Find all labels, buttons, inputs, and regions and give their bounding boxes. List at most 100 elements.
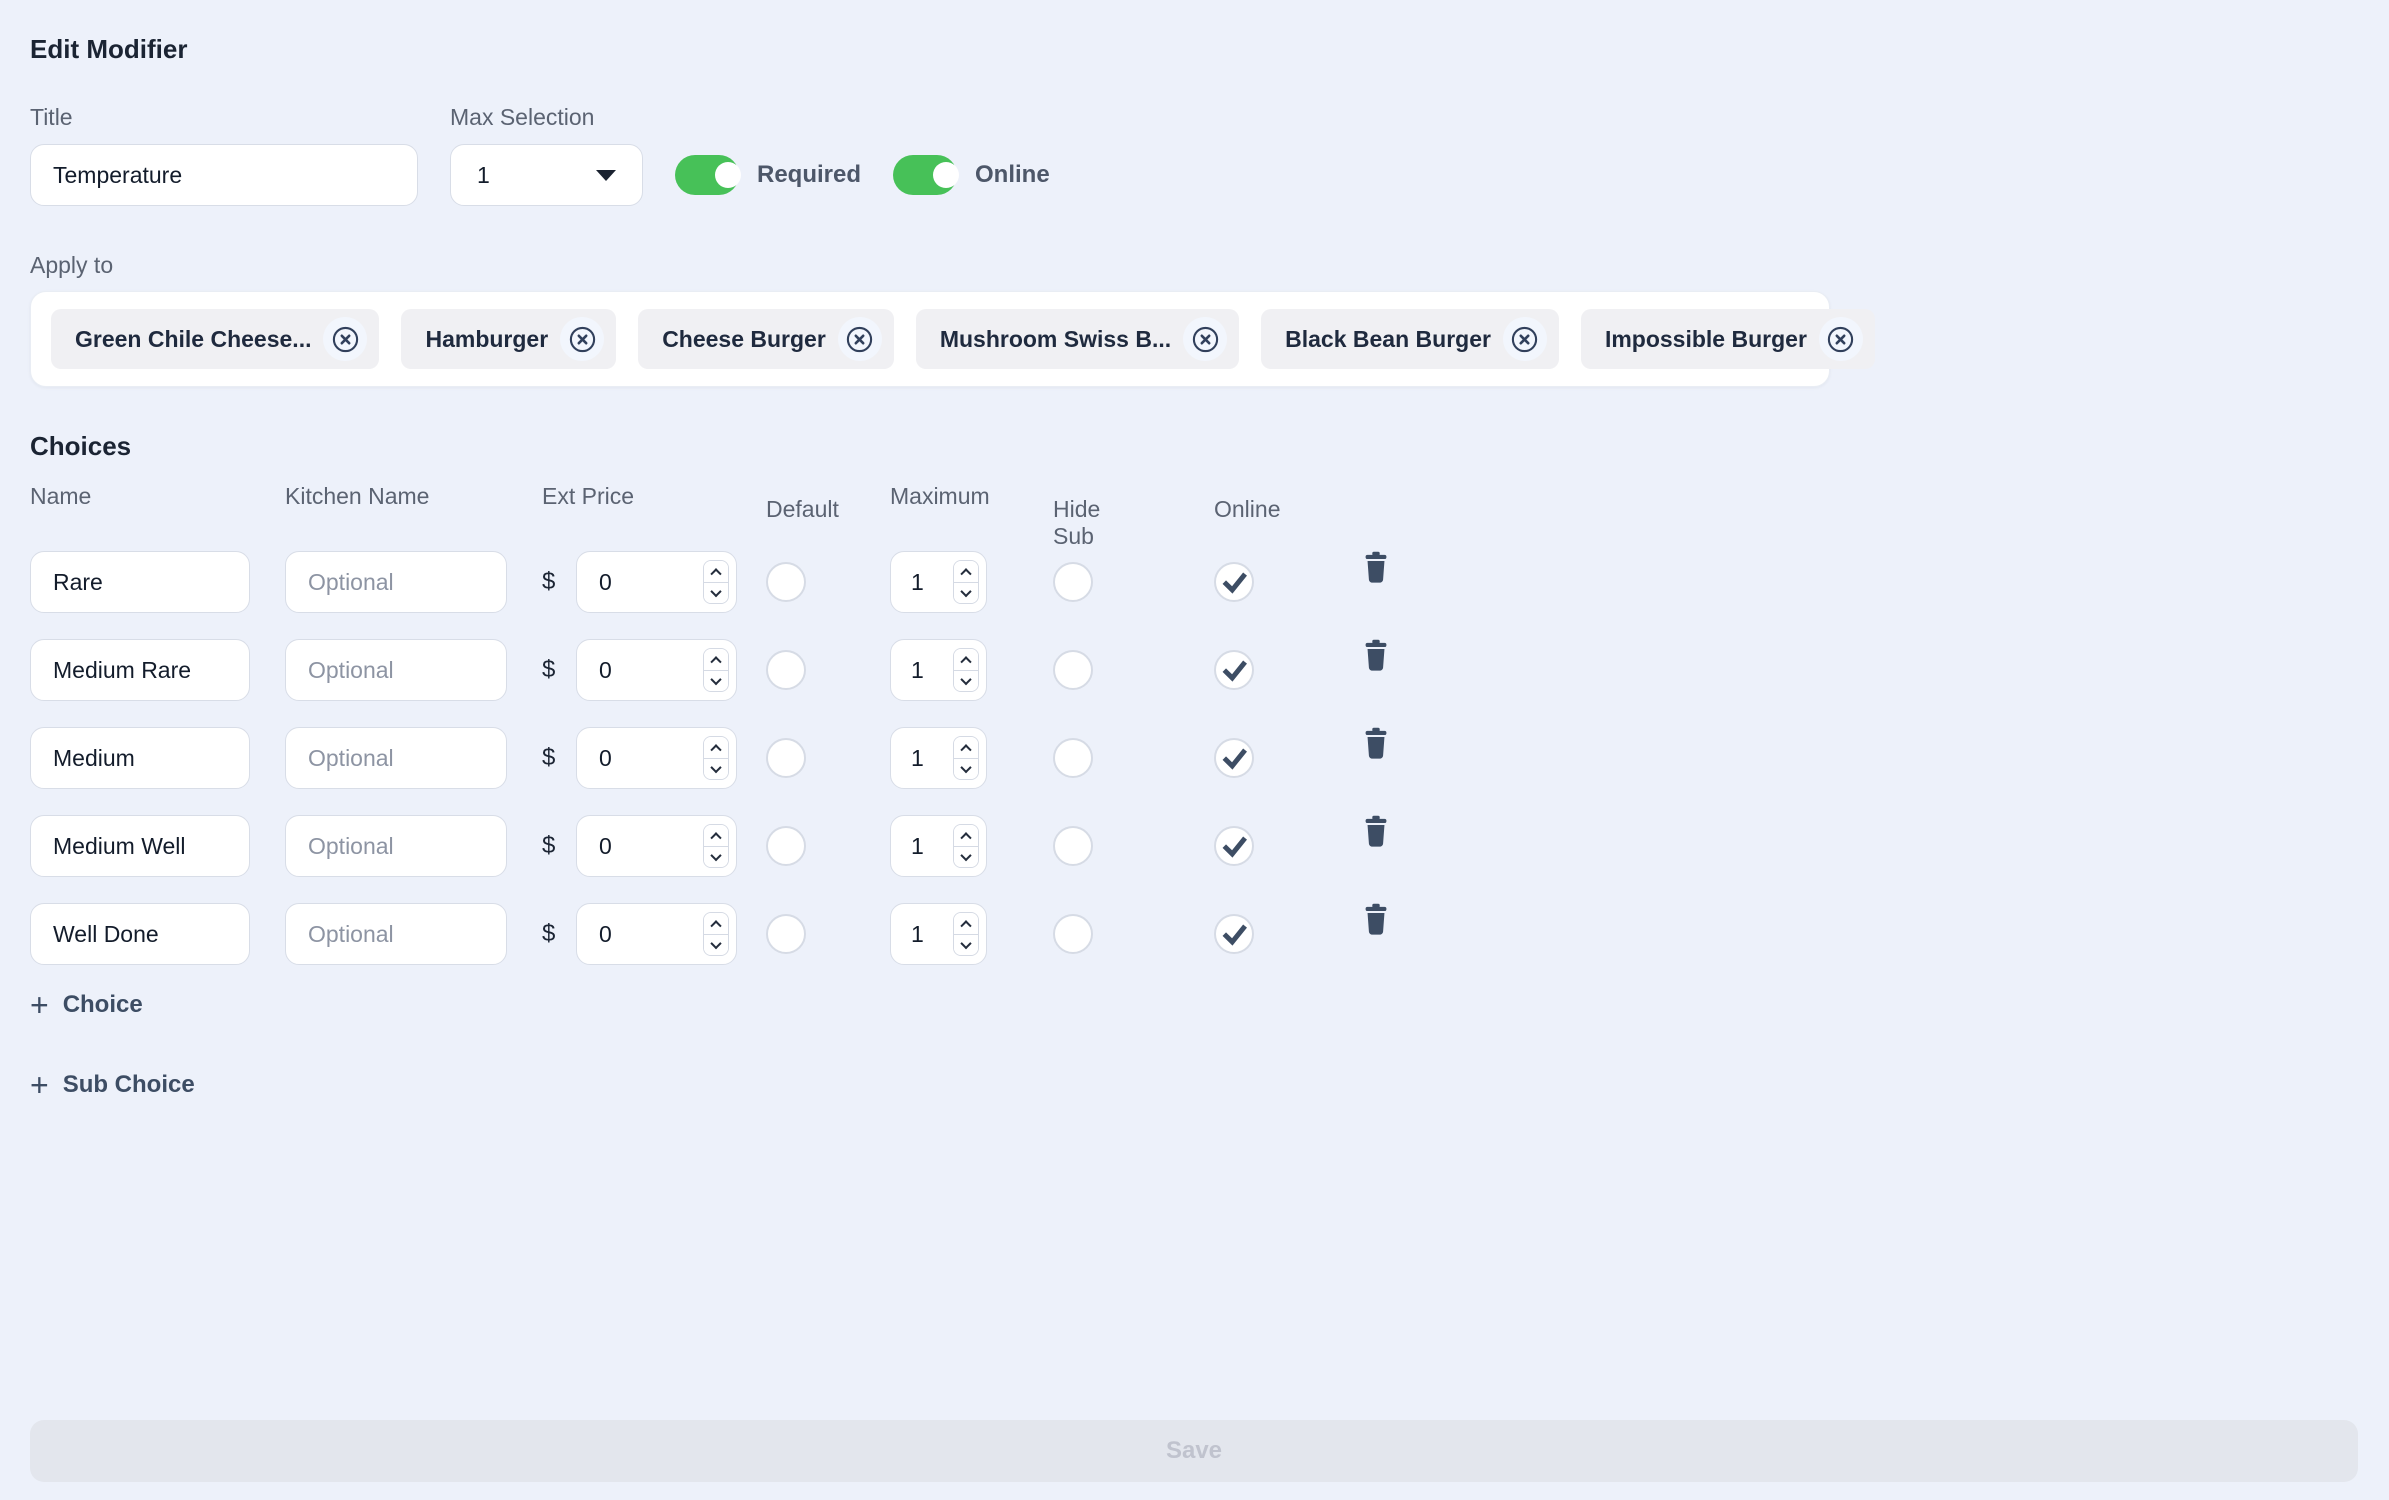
add-sub-choice-button[interactable]: + Sub Choice	[30, 1069, 195, 1101]
apply-to-chip: Cheese Burger	[638, 309, 894, 369]
stepper-up-button[interactable]	[954, 825, 978, 846]
online-checkbox[interactable]	[1214, 914, 1254, 954]
stepper-up-button[interactable]	[954, 737, 978, 758]
stepper-down-button[interactable]	[704, 581, 728, 603]
delete-choice-button[interactable]	[1363, 903, 1389, 936]
circle-x-icon	[332, 326, 359, 352]
stepper-down-button[interactable]	[704, 669, 728, 691]
check-icon	[1222, 659, 1247, 682]
default-radio[interactable]	[766, 562, 806, 602]
ext-price-stepper	[703, 560, 729, 604]
choice-name-input[interactable]	[30, 639, 250, 701]
choice-name-input[interactable]	[30, 727, 250, 789]
ext-price-stepper	[703, 824, 729, 868]
column-header-default: Default	[766, 496, 839, 522]
stepper-up-button[interactable]	[954, 561, 978, 582]
stepper-down-button[interactable]	[954, 669, 978, 691]
title-input[interactable]	[30, 144, 418, 206]
chip-label: Green Chile Cheese...	[75, 325, 312, 352]
choice-row: $	[30, 551, 2359, 613]
maximum-stepper	[953, 736, 979, 780]
chip-remove-button[interactable]	[560, 317, 605, 361]
delete-choice-button[interactable]	[1363, 815, 1389, 848]
default-radio[interactable]	[766, 826, 806, 866]
stepper-down-button[interactable]	[954, 933, 978, 955]
currency-label: $	[542, 656, 556, 683]
default-radio[interactable]	[766, 914, 806, 954]
online-toggle-label: Online	[975, 161, 1050, 188]
add-choice-label: Choice	[62, 991, 143, 1018]
hide-sub-radio[interactable]	[1053, 562, 1093, 602]
save-button[interactable]: Save	[30, 1420, 2358, 1482]
add-choice-button[interactable]: + Choice	[30, 987, 143, 1023]
delete-choice-button[interactable]	[1363, 639, 1389, 672]
choices-table-header: Name Kitchen Name Ext Price Default Maxi…	[30, 483, 2359, 549]
column-header-ext-price: Ext Price	[542, 483, 635, 509]
kitchen-name-input[interactable]	[285, 903, 507, 965]
delete-choice-button[interactable]	[1363, 551, 1389, 584]
stepper-down-button[interactable]	[704, 845, 728, 867]
apply-to-chip: Green Chile Cheese...	[51, 309, 380, 369]
stepper-down-button[interactable]	[704, 757, 728, 779]
stepper-down-button[interactable]	[954, 581, 978, 603]
default-radio[interactable]	[766, 738, 806, 778]
title-label: Title	[30, 104, 73, 130]
stepper-up-button[interactable]	[704, 913, 728, 934]
apply-to-chip: Hamburger	[401, 309, 617, 369]
stepper-up-button[interactable]	[954, 649, 978, 670]
hide-sub-radio[interactable]	[1053, 826, 1093, 866]
default-radio[interactable]	[766, 650, 806, 690]
check-icon	[1222, 571, 1247, 594]
hide-sub-radio[interactable]	[1053, 914, 1093, 954]
online-toggle[interactable]	[893, 155, 960, 195]
online-checkbox[interactable]	[1214, 650, 1254, 690]
stepper-down-button[interactable]	[704, 933, 728, 955]
chip-remove-button[interactable]	[1818, 317, 1863, 361]
hide-sub-radio[interactable]	[1053, 738, 1093, 778]
apply-to-container: Green Chile Cheese... Hamburger Cheese B…	[30, 291, 1875, 387]
kitchen-name-input[interactable]	[285, 815, 507, 877]
hide-sub-radio[interactable]	[1053, 650, 1093, 690]
chip-remove-button[interactable]	[837, 317, 882, 361]
stepper-down-button[interactable]	[954, 845, 978, 867]
chevron-down-icon	[596, 169, 616, 181]
choice-name-input[interactable]	[30, 903, 250, 965]
chip-remove-button[interactable]	[1183, 317, 1228, 361]
column-header-kitchen-name: Kitchen Name	[285, 483, 430, 509]
required-toggle[interactable]	[675, 155, 741, 195]
kitchen-name-input[interactable]	[285, 727, 507, 789]
stepper-up-button[interactable]	[704, 737, 728, 758]
ext-price-stepper	[703, 912, 729, 956]
chip-remove-button[interactable]	[1502, 317, 1547, 361]
trash-icon	[1365, 815, 1387, 847]
currency-label: $	[542, 920, 556, 947]
choice-row: $	[30, 903, 2359, 965]
plus-icon: +	[30, 987, 49, 1023]
choice-name-input[interactable]	[30, 815, 250, 877]
apply-to-chip: Mushroom Swiss B...	[915, 309, 1240, 369]
modifier-settings-row: Title Max Selection 1 Required Online	[30, 104, 2359, 206]
chip-label: Impossible Burger	[1604, 325, 1807, 352]
kitchen-name-input[interactable]	[285, 551, 507, 613]
online-checkbox[interactable]	[1214, 562, 1254, 602]
online-checkbox[interactable]	[1214, 738, 1254, 778]
currency-label: $	[542, 744, 556, 771]
chip-label: Black Bean Burger	[1285, 325, 1491, 352]
max-selection-dropdown[interactable]: 1	[450, 144, 643, 206]
stepper-up-button[interactable]	[704, 825, 728, 846]
chip-remove-button[interactable]	[323, 317, 368, 361]
stepper-down-button[interactable]	[954, 757, 978, 779]
required-toggle-label: Required	[757, 161, 862, 188]
choice-name-input[interactable]	[30, 551, 250, 613]
stepper-up-button[interactable]	[704, 649, 728, 670]
kitchen-name-input[interactable]	[285, 639, 507, 701]
delete-choice-button[interactable]	[1363, 727, 1389, 760]
apply-to-label: Apply to	[30, 252, 114, 278]
stepper-up-button[interactable]	[954, 913, 978, 934]
trash-icon	[1365, 727, 1387, 759]
online-toggle-group: Online	[893, 144, 1050, 206]
circle-x-icon	[1512, 326, 1538, 352]
stepper-up-button[interactable]	[704, 561, 728, 582]
online-checkbox[interactable]	[1214, 826, 1254, 866]
toggle-knob	[933, 162, 960, 188]
